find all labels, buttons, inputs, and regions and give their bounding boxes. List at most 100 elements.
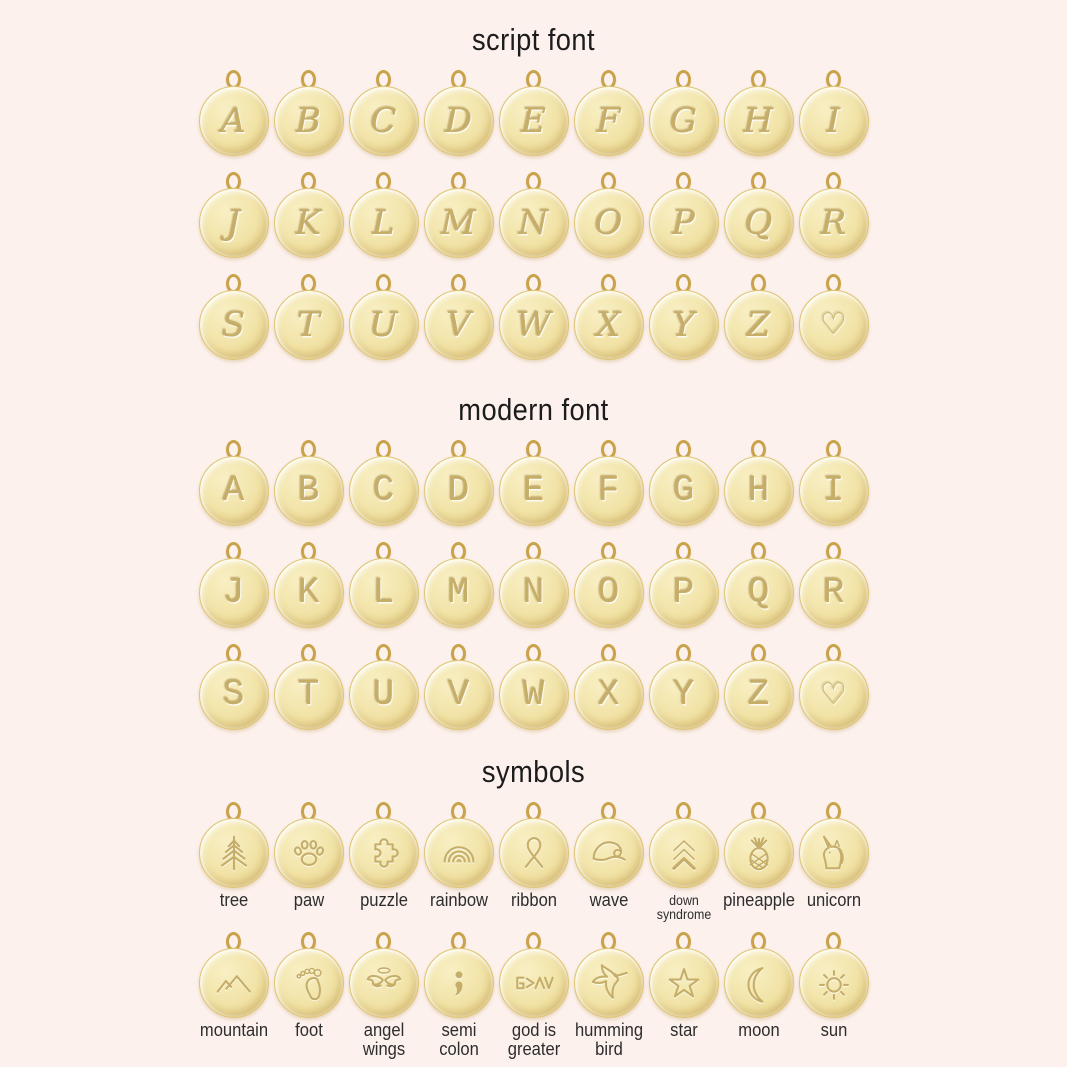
charm-r-modern: R xyxy=(796,542,871,628)
gold-disc: X xyxy=(573,660,644,730)
gold-disc xyxy=(723,818,794,888)
engraved-letter: G xyxy=(669,101,698,141)
charm-row: A B C D E F G H I xyxy=(0,440,1067,526)
symbol-label: ribbon xyxy=(510,890,557,910)
gold-disc xyxy=(273,948,344,1018)
engraved-heart-icon: ♡ xyxy=(820,677,847,712)
charm-h-script: H xyxy=(721,70,796,156)
gold-disc: K xyxy=(273,558,344,628)
symbol-label: semi colon xyxy=(438,1020,479,1059)
gold-disc: N xyxy=(498,558,569,628)
charm-heart-modern: ♡ xyxy=(796,644,871,730)
charm-a-modern: A xyxy=(196,440,271,526)
gold-disc xyxy=(348,818,419,888)
charm-d-script: D xyxy=(421,70,496,156)
gold-disc: B xyxy=(273,456,344,526)
gold-disc: M xyxy=(423,188,494,258)
engraved-letter: B xyxy=(296,101,321,141)
engraved-letter: N xyxy=(522,572,545,613)
charm-h-modern: H xyxy=(721,440,796,526)
symbol-label: pineapple xyxy=(722,890,795,910)
engraved-letter: V xyxy=(446,305,471,345)
symbol-label: foot xyxy=(294,1020,323,1040)
charm-m-script: M xyxy=(421,172,496,258)
charm-moon: moon xyxy=(721,932,796,1040)
gold-disc: N xyxy=(498,188,569,258)
engraved-letter: F xyxy=(596,101,621,141)
gold-disc: R xyxy=(798,188,869,258)
charm-u-script: U xyxy=(346,274,421,360)
symbol-label: down syndrome xyxy=(656,893,711,922)
engraved-heart-icon: ♡ xyxy=(820,307,847,342)
charm-y-modern: Y xyxy=(646,644,721,730)
charm-g-modern: G xyxy=(646,440,721,526)
charm-heart-script: ♡ xyxy=(796,274,871,360)
engraved-letter: Y xyxy=(672,305,695,345)
charm-row: mountain foot angel wings semi colon god is … xyxy=(0,932,1067,1059)
symbol-label: tree xyxy=(219,890,248,910)
engraved-letter: O xyxy=(594,203,623,243)
charm-z-modern: Z xyxy=(721,644,796,730)
charm-l-script: L xyxy=(346,172,421,258)
charm-u-modern: U xyxy=(346,644,421,730)
symbol-label: puzzle xyxy=(359,890,408,910)
charm-s-modern: S xyxy=(196,644,271,730)
engraved-letter: W xyxy=(522,674,545,715)
engraved-letter: G xyxy=(672,470,695,511)
charm-w-script: W xyxy=(496,274,571,360)
gold-disc: S xyxy=(198,660,269,730)
gold-disc: W xyxy=(498,290,569,360)
charm-z-script: Z xyxy=(721,274,796,360)
engraved-letter: J xyxy=(222,572,245,613)
gold-disc xyxy=(573,948,644,1018)
charm-f-modern: F xyxy=(571,440,646,526)
gold-disc: Q xyxy=(723,558,794,628)
symbol-label: paw xyxy=(293,890,324,910)
engraved-letter: A xyxy=(221,101,246,141)
engraved-letter: M xyxy=(441,203,476,243)
semicolon-icon xyxy=(454,971,462,997)
gold-disc xyxy=(798,948,869,1018)
gold-disc: D xyxy=(423,86,494,156)
symbol-label: star xyxy=(669,1020,698,1040)
charm-row: S T U V W X Y Z ♡ xyxy=(0,644,1067,730)
charm-unicorn: unicorn xyxy=(796,802,871,910)
charm-k-script: K xyxy=(271,172,346,258)
engraved-letter: C xyxy=(370,101,397,141)
gold-disc: C xyxy=(348,86,419,156)
charm-r-script: R xyxy=(796,172,871,258)
engraved-letter: X xyxy=(596,305,621,345)
gold-disc: C xyxy=(348,456,419,526)
charm-puzzle: puzzle xyxy=(346,802,421,910)
charm-d-modern: D xyxy=(421,440,496,526)
section-script-font: script font A B C D E F G H I J K L M N O P Q R S T U V W X Y Z ♡ xyxy=(0,24,1067,360)
engraved-letter: U xyxy=(369,305,398,345)
charm-y-script: Y xyxy=(646,274,721,360)
symbol-label: humming bird xyxy=(574,1020,643,1059)
paw-icon xyxy=(293,839,324,867)
gold-disc xyxy=(573,818,644,888)
engraved-letter: S xyxy=(221,305,246,345)
gold-disc: A xyxy=(198,86,269,156)
symbol-label: rainbow xyxy=(429,890,488,910)
charm-e-script: E xyxy=(496,70,571,156)
charm-wave: wave xyxy=(571,802,646,910)
charm-ribbon: ribbon xyxy=(496,802,571,910)
gold-disc: U xyxy=(348,290,419,360)
gold-disc xyxy=(348,948,419,1018)
engraved-letter: H xyxy=(743,101,774,141)
god-is-greater-icon xyxy=(515,976,554,990)
engraved-letter: W xyxy=(516,305,551,345)
gold-disc: ♡ xyxy=(798,290,869,360)
engraved-letter: Q xyxy=(747,572,770,613)
gold-disc: U xyxy=(348,660,419,730)
symbol-label: unicorn xyxy=(806,890,861,910)
puzzle-icon xyxy=(373,838,399,868)
charm-i-modern: I xyxy=(796,440,871,526)
charm-row: J K L M N O P Q R xyxy=(0,172,1067,258)
charm-i-script: I xyxy=(796,70,871,156)
pineapple-icon xyxy=(748,837,769,871)
ribbon-icon xyxy=(524,837,543,868)
charm-c-modern: C xyxy=(346,440,421,526)
charm-o-modern: O xyxy=(571,542,646,628)
